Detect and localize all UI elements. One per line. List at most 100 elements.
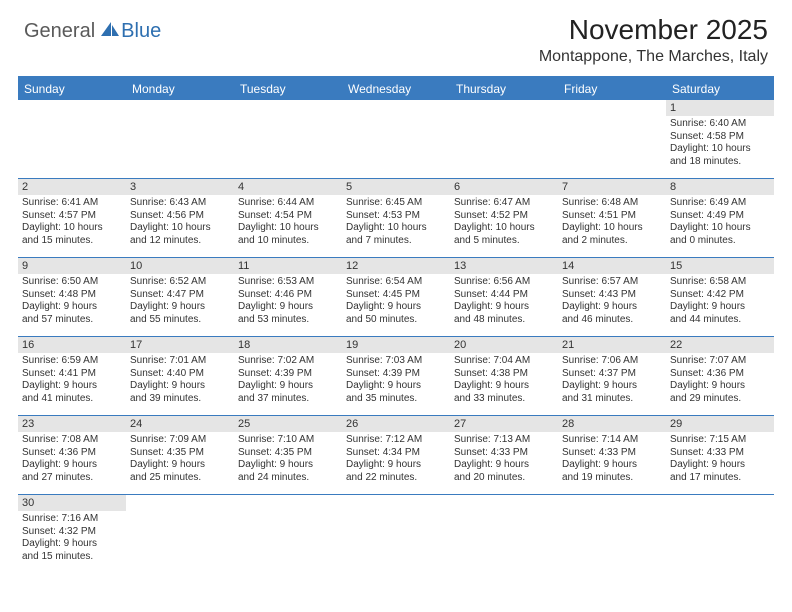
logo: General Blue [24,20,161,43]
day-line-sr: Sunrise: 6:58 AM [670,276,770,289]
weekday-header: Saturday [666,78,774,100]
day-details: Sunrise: 7:10 AMSunset: 4:35 PMDaylight:… [234,432,342,488]
week-row: 30Sunrise: 7:16 AMSunset: 4:32 PMDayligh… [18,495,774,573]
day-cell: 19Sunrise: 7:03 AMSunset: 4:39 PMDayligh… [342,337,450,415]
day-line-ss: Sunset: 4:38 PM [454,368,554,381]
day-details: Sunrise: 7:01 AMSunset: 4:40 PMDaylight:… [126,353,234,409]
day-cell: 3Sunrise: 6:43 AMSunset: 4:56 PMDaylight… [126,179,234,257]
day-details: Sunrise: 7:06 AMSunset: 4:37 PMDaylight:… [558,353,666,409]
day-line-dl2: and 20 minutes. [454,472,554,485]
day-number: 8 [666,179,774,195]
day-cell: 8Sunrise: 6:49 AMSunset: 4:49 PMDaylight… [666,179,774,257]
weekday-header: Wednesday [342,78,450,100]
day-cell: 26Sunrise: 7:12 AMSunset: 4:34 PMDayligh… [342,416,450,494]
day-line-dl1: Daylight: 10 hours [562,222,662,235]
day-line-dl2: and 33 minutes. [454,393,554,406]
empty-cell [558,495,666,573]
day-details: Sunrise: 6:54 AMSunset: 4:45 PMDaylight:… [342,274,450,330]
day-line-ss: Sunset: 4:56 PM [130,210,230,223]
day-cell: 29Sunrise: 7:15 AMSunset: 4:33 PMDayligh… [666,416,774,494]
logo-text-general: General [24,20,95,43]
day-cell: 12Sunrise: 6:54 AMSunset: 4:45 PMDayligh… [342,258,450,336]
day-line-sr: Sunrise: 7:09 AM [130,434,230,447]
weekday-header: Friday [558,78,666,100]
day-line-dl2: and 22 minutes. [346,472,446,485]
day-cell: 5Sunrise: 6:45 AMSunset: 4:53 PMDaylight… [342,179,450,257]
day-line-dl1: Daylight: 10 hours [670,143,770,156]
day-line-ss: Sunset: 4:39 PM [238,368,338,381]
day-line-ss: Sunset: 4:36 PM [670,368,770,381]
day-number: 23 [18,416,126,432]
day-line-dl1: Daylight: 10 hours [238,222,338,235]
day-line-ss: Sunset: 4:41 PM [22,368,122,381]
day-line-dl1: Daylight: 9 hours [670,459,770,472]
day-number: 24 [126,416,234,432]
day-details: Sunrise: 7:03 AMSunset: 4:39 PMDaylight:… [342,353,450,409]
empty-cell [450,495,558,573]
day-cell: 18Sunrise: 7:02 AMSunset: 4:39 PMDayligh… [234,337,342,415]
day-line-dl1: Daylight: 10 hours [670,222,770,235]
day-line-sr: Sunrise: 6:44 AM [238,197,338,210]
day-cell: 30Sunrise: 7:16 AMSunset: 4:32 PMDayligh… [18,495,126,573]
week-row: 16Sunrise: 6:59 AMSunset: 4:41 PMDayligh… [18,337,774,416]
week-row: 1Sunrise: 6:40 AMSunset: 4:58 PMDaylight… [18,100,774,179]
day-line-dl1: Daylight: 9 hours [130,301,230,314]
day-line-dl1: Daylight: 9 hours [454,380,554,393]
weekday-header: Thursday [450,78,558,100]
day-line-dl2: and 7 minutes. [346,235,446,248]
day-cell: 28Sunrise: 7:14 AMSunset: 4:33 PMDayligh… [558,416,666,494]
day-line-dl2: and 19 minutes. [562,472,662,485]
day-number: 9 [18,258,126,274]
day-cell: 20Sunrise: 7:04 AMSunset: 4:38 PMDayligh… [450,337,558,415]
day-number: 16 [18,337,126,353]
day-cell: 15Sunrise: 6:58 AMSunset: 4:42 PMDayligh… [666,258,774,336]
day-line-dl1: Daylight: 9 hours [22,459,122,472]
day-line-ss: Sunset: 4:52 PM [454,210,554,223]
day-details: Sunrise: 6:59 AMSunset: 4:41 PMDaylight:… [18,353,126,409]
day-cell: 1Sunrise: 6:40 AMSunset: 4:58 PMDaylight… [666,100,774,178]
day-details: Sunrise: 6:50 AMSunset: 4:48 PMDaylight:… [18,274,126,330]
day-line-ss: Sunset: 4:54 PM [238,210,338,223]
day-line-dl2: and 46 minutes. [562,314,662,327]
day-details: Sunrise: 6:41 AMSunset: 4:57 PMDaylight:… [18,195,126,251]
day-cell: 14Sunrise: 6:57 AMSunset: 4:43 PMDayligh… [558,258,666,336]
day-line-dl1: Daylight: 9 hours [562,301,662,314]
empty-cell [234,495,342,573]
empty-cell [558,100,666,178]
day-number: 1 [666,100,774,116]
day-line-ss: Sunset: 4:35 PM [130,447,230,460]
day-line-ss: Sunset: 4:33 PM [562,447,662,460]
day-details: Sunrise: 6:56 AMSunset: 4:44 PMDaylight:… [450,274,558,330]
day-line-sr: Sunrise: 6:50 AM [22,276,122,289]
day-line-dl1: Daylight: 9 hours [130,380,230,393]
day-number: 26 [342,416,450,432]
day-number: 30 [18,495,126,511]
day-line-sr: Sunrise: 6:47 AM [454,197,554,210]
day-line-ss: Sunset: 4:36 PM [22,447,122,460]
day-cell: 4Sunrise: 6:44 AMSunset: 4:54 PMDaylight… [234,179,342,257]
day-number: 18 [234,337,342,353]
day-cell: 10Sunrise: 6:52 AMSunset: 4:47 PMDayligh… [126,258,234,336]
day-details: Sunrise: 6:44 AMSunset: 4:54 PMDaylight:… [234,195,342,251]
day-line-dl2: and 53 minutes. [238,314,338,327]
day-line-ss: Sunset: 4:40 PM [130,368,230,381]
weekday-header: Sunday [18,78,126,100]
day-number: 10 [126,258,234,274]
week-row: 23Sunrise: 7:08 AMSunset: 4:36 PMDayligh… [18,416,774,495]
day-line-dl1: Daylight: 9 hours [562,459,662,472]
day-line-ss: Sunset: 4:33 PM [454,447,554,460]
day-line-sr: Sunrise: 7:07 AM [670,355,770,368]
empty-cell [18,100,126,178]
week-row: 9Sunrise: 6:50 AMSunset: 4:48 PMDaylight… [18,258,774,337]
day-details: Sunrise: 7:04 AMSunset: 4:38 PMDaylight:… [450,353,558,409]
day-line-dl2: and 50 minutes. [346,314,446,327]
header: General Blue November 2025 Montappone, T… [0,0,792,70]
day-number: 22 [666,337,774,353]
day-line-ss: Sunset: 4:42 PM [670,289,770,302]
day-line-dl2: and 0 minutes. [670,235,770,248]
day-number: 19 [342,337,450,353]
day-details: Sunrise: 6:49 AMSunset: 4:49 PMDaylight:… [666,195,774,251]
day-line-ss: Sunset: 4:51 PM [562,210,662,223]
day-line-ss: Sunset: 4:44 PM [454,289,554,302]
day-line-dl2: and 17 minutes. [670,472,770,485]
